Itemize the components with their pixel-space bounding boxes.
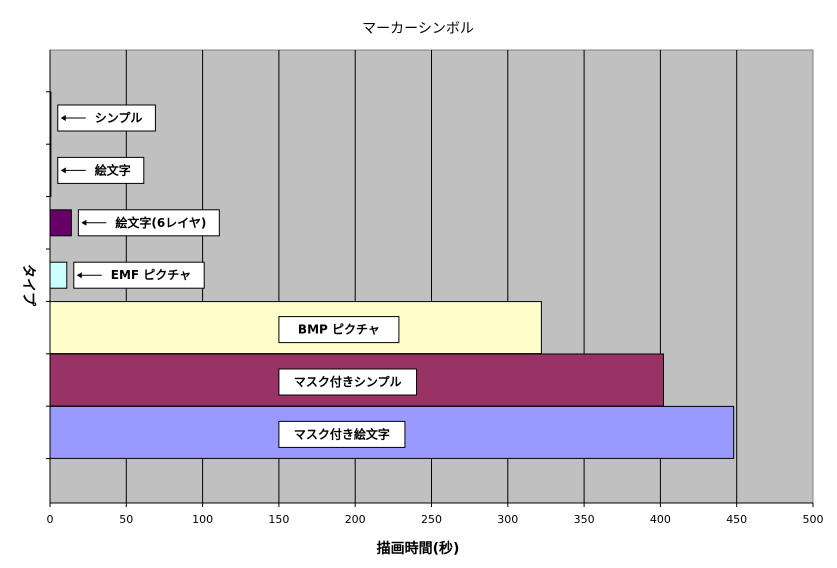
- bar-label: 絵文字: [95, 162, 131, 177]
- bar-label: シンプル: [95, 110, 143, 125]
- x-tick-label: 50: [119, 513, 133, 526]
- bar: [49, 91, 52, 145]
- x-tick-label: 150: [268, 513, 289, 526]
- callout-arrowhead: [60, 115, 66, 121]
- bar: [49, 143, 52, 197]
- bar-label: マスク付きシンプル: [294, 374, 402, 389]
- chart-title: マーカーシンボル: [362, 21, 474, 37]
- x-tick-label: 500: [803, 513, 824, 526]
- callout-arrowhead: [76, 272, 82, 279]
- bar-label-box: [278, 420, 406, 448]
- x-axis-label: 描画時間(秒): [377, 540, 460, 557]
- x-tick-label: 100: [192, 513, 213, 526]
- x-tick-label: 0: [47, 513, 54, 526]
- bar-label: マスク付き絵文字: [294, 426, 390, 441]
- bar-label-box: [278, 368, 418, 396]
- callout-arrowhead: [81, 219, 87, 226]
- bar: [49, 209, 72, 237]
- x-tick-label: 250: [421, 513, 442, 526]
- x-tick-labels: 0 50 100 150 200 250 300 350 400 450 500: [47, 503, 824, 526]
- x-tick-label: 450: [726, 513, 747, 526]
- x-tick-label: 200: [345, 513, 366, 526]
- bar-label: 絵文字(6レイヤ): [115, 215, 206, 230]
- y-axis-label: タイプ: [20, 264, 36, 307]
- bar-label-box: [278, 316, 400, 344]
- x-tick-label: 400: [650, 513, 671, 526]
- bar-label: EMF ピクチャ: [111, 268, 191, 282]
- x-tick-label: 300: [497, 513, 518, 526]
- bar: [49, 261, 68, 289]
- x-tick-label: 350: [574, 513, 595, 526]
- callout-arrowhead: [60, 167, 66, 174]
- bar-label: BMP ピクチャ: [298, 323, 380, 337]
